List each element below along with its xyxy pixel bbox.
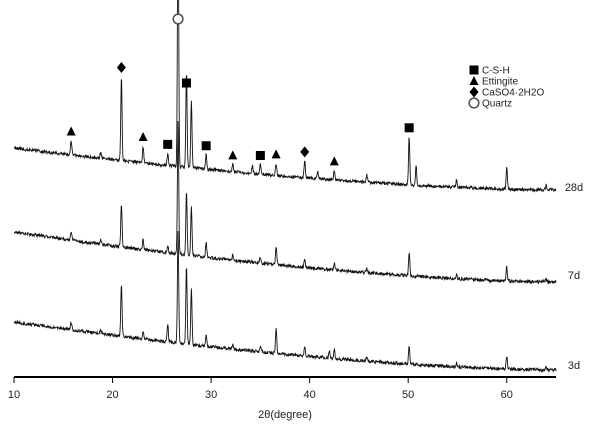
series-label-7d: 7d [568,270,580,282]
peak-marker-triangle-11 [329,156,339,166]
series-line-7d [13,120,557,285]
peak-marker-square-3 [163,139,173,149]
series-line-3d [13,230,557,374]
legend-label-triangle: Ettingite [482,77,519,88]
peak-marker-diamond-1 [116,62,126,74]
peak-marker-diamond-10 [300,146,310,158]
legend-marker-circle [468,97,480,109]
peak-marker-triangle-7 [228,150,238,160]
legend-marker-triangle [469,76,479,85]
series-label-28d: 28d [565,182,583,194]
peak-marker-square-5 [181,78,191,88]
x-tick-label-40: 40 [304,389,316,401]
series-label-3d: 3d [568,360,580,372]
peak-annotations [66,13,414,166]
legend-marker-square [469,65,479,75]
legend-label-square: C-S-H [482,66,510,77]
legend-label-diamond: CaSO4·2H2O [482,88,544,99]
peak-marker-triangle-9 [271,149,281,159]
x-axis: 10 20 30 40 50 60 [8,376,556,401]
series-layer: 28d 7d 3d [13,0,583,374]
x-axis-title: 2θ(degree) [258,409,312,421]
series-line-28d [13,0,557,193]
x-tick-label-60: 60 [501,389,513,401]
peak-marker-circle-4 [172,13,184,25]
x-tick-label-20: 20 [106,389,118,401]
x-tick-label-30: 30 [205,389,217,401]
x-tick-label-10: 10 [8,389,20,401]
peak-marker-square-6 [201,141,211,151]
peak-marker-square-12 [404,123,414,133]
legend-label-circle: Quartz [482,99,512,110]
x-tick-label-50: 50 [402,389,414,401]
peak-marker-triangle-2 [138,132,148,142]
peak-marker-triangle-0 [66,126,76,136]
legend-marker-diamond [469,86,479,98]
peak-marker-square-8 [255,150,265,160]
